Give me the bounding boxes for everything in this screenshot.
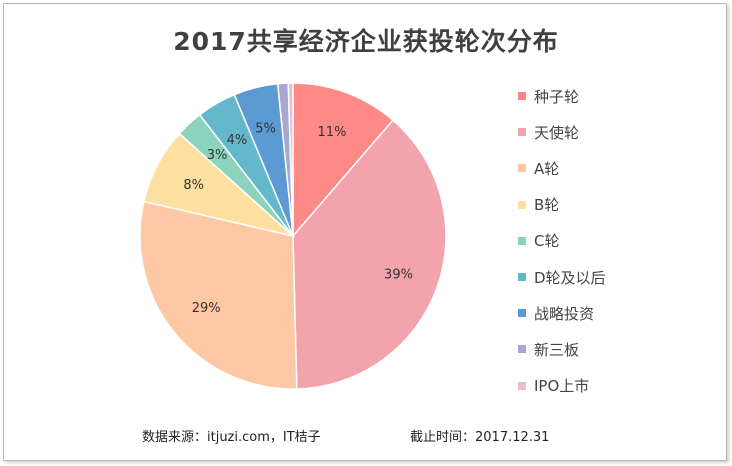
legend-swatch — [518, 345, 526, 354]
data-label-3: 29% — [192, 301, 221, 316]
data-label-6: 4% — [227, 133, 248, 148]
pie-slice-3 — [139, 200, 298, 390]
data-label-2: 39% — [384, 268, 413, 283]
legend-label: IPO上市 — [534, 377, 590, 396]
legend-swatch — [518, 200, 526, 209]
legend-swatch — [518, 273, 526, 281]
data-label-4: 8% — [183, 178, 204, 193]
chart-title: 2017共享经济企业获投轮次分布 — [173, 27, 559, 56]
legend-label: C轮 — [534, 232, 560, 251]
legend-swatch — [518, 164, 526, 173]
legend-label: B轮 — [534, 196, 560, 215]
legend-label: 新三板 — [534, 340, 580, 359]
legend-item-6: D轮及以后 — [518, 267, 606, 287]
legend-item-1: 种子轮 — [518, 86, 579, 106]
legend-swatch — [518, 236, 526, 245]
data-label-5: 3% — [207, 148, 228, 163]
legend-item-5: C轮 — [518, 231, 559, 251]
legend-swatch — [518, 128, 526, 137]
legend-label: 天使轮 — [534, 123, 580, 142]
legend-swatch — [518, 92, 526, 100]
data-label-1: 11% — [318, 125, 347, 140]
pie-slice-9 — [287, 82, 294, 237]
legend-label: 战略投资 — [534, 304, 595, 323]
pie-slices — [139, 82, 447, 390]
legend-label: D轮及以后 — [534, 268, 606, 287]
legend-item-4: B轮 — [518, 195, 559, 215]
legend-item-7: 战略投资 — [518, 303, 594, 323]
legend-label: 种子轮 — [534, 87, 580, 106]
legend-label: A轮 — [534, 159, 560, 178]
source-note: 数据来源：itjuzi.com，IT桔子 — [142, 430, 321, 445]
legend-item-2: 天使轮 — [518, 122, 579, 142]
date-note: 截止时间：2017.12.31 — [410, 430, 550, 445]
pie-slice-2 — [292, 119, 447, 390]
legend-swatch — [518, 381, 526, 390]
legend-item-8: 新三板 — [518, 339, 579, 359]
pie-data-labels: 11% 39% 29% 8%3%4% 5% — [183, 121, 413, 315]
pie-slice-1 — [292, 82, 395, 239]
legend-item-3: A轮 — [518, 158, 559, 178]
legend-item-9: IPO上市 — [518, 376, 589, 396]
legend-swatch — [518, 309, 526, 318]
data-label-7: 5% — [255, 121, 276, 136]
